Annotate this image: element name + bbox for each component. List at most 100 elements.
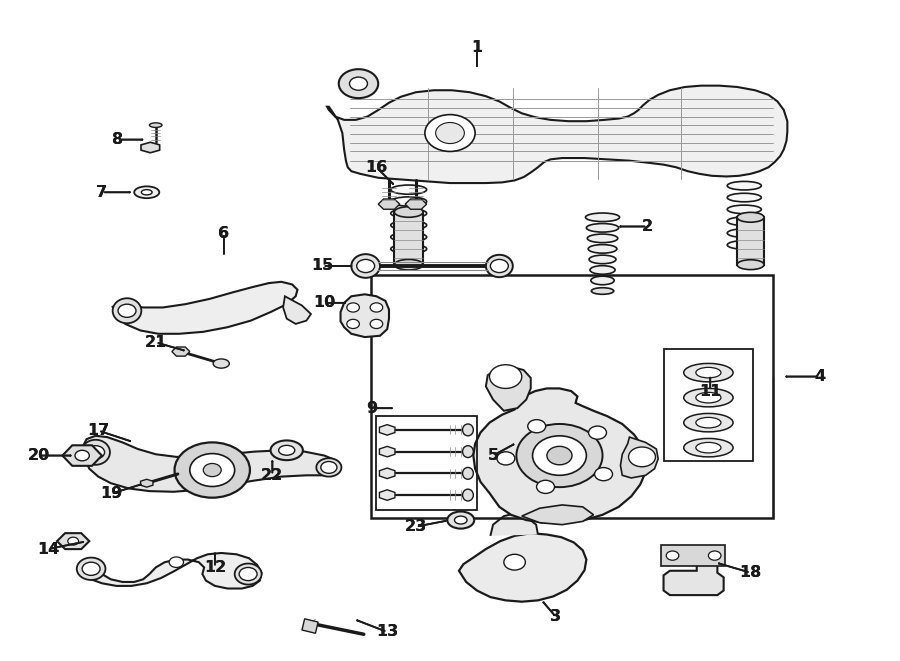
- Text: 11: 11: [699, 383, 721, 399]
- Polygon shape: [340, 294, 389, 337]
- Polygon shape: [380, 424, 395, 435]
- Ellipse shape: [463, 424, 473, 436]
- Polygon shape: [78, 553, 262, 588]
- Circle shape: [68, 537, 78, 545]
- Text: 1: 1: [472, 40, 482, 55]
- Ellipse shape: [391, 245, 427, 253]
- Ellipse shape: [727, 205, 761, 214]
- Text: 17: 17: [87, 423, 110, 438]
- Ellipse shape: [696, 393, 721, 403]
- Ellipse shape: [737, 260, 764, 270]
- Circle shape: [504, 555, 526, 570]
- Text: 15: 15: [311, 258, 334, 274]
- Ellipse shape: [391, 197, 427, 206]
- Text: 4: 4: [814, 369, 825, 384]
- Text: 22: 22: [261, 468, 284, 483]
- Text: 6: 6: [219, 225, 230, 241]
- Ellipse shape: [235, 564, 262, 584]
- Text: 10: 10: [313, 295, 336, 311]
- Circle shape: [370, 319, 382, 329]
- Text: 8: 8: [112, 132, 123, 147]
- Text: 19: 19: [100, 486, 122, 501]
- Ellipse shape: [213, 359, 230, 368]
- Polygon shape: [141, 142, 159, 153]
- Circle shape: [349, 77, 367, 91]
- Ellipse shape: [81, 440, 110, 465]
- Ellipse shape: [391, 221, 427, 230]
- Ellipse shape: [696, 442, 721, 453]
- Circle shape: [628, 447, 655, 467]
- Ellipse shape: [271, 440, 303, 460]
- Text: 8: 8: [112, 132, 123, 147]
- Ellipse shape: [696, 368, 721, 378]
- Ellipse shape: [279, 446, 295, 455]
- Ellipse shape: [590, 266, 615, 274]
- Ellipse shape: [391, 185, 427, 194]
- Bar: [661, 545, 725, 566]
- Text: 3: 3: [550, 609, 562, 625]
- Polygon shape: [380, 490, 395, 500]
- Text: 23: 23: [405, 519, 427, 534]
- Text: 20: 20: [28, 448, 50, 463]
- Polygon shape: [140, 479, 153, 487]
- Ellipse shape: [727, 229, 761, 237]
- Text: 9: 9: [366, 401, 377, 416]
- Ellipse shape: [684, 364, 734, 382]
- Polygon shape: [491, 514, 538, 536]
- Ellipse shape: [351, 254, 380, 278]
- Ellipse shape: [586, 213, 619, 221]
- Polygon shape: [112, 282, 298, 334]
- Text: 13: 13: [376, 625, 399, 639]
- Text: 19: 19: [100, 486, 122, 501]
- Bar: [663, 349, 753, 461]
- Text: 4: 4: [814, 369, 825, 384]
- Text: 11: 11: [699, 383, 721, 399]
- Ellipse shape: [149, 123, 162, 128]
- Circle shape: [82, 563, 100, 575]
- Ellipse shape: [76, 558, 105, 580]
- Circle shape: [346, 319, 359, 329]
- Text: 16: 16: [365, 160, 388, 175]
- Text: 6: 6: [219, 225, 230, 241]
- Text: 3: 3: [550, 609, 562, 625]
- Ellipse shape: [684, 413, 734, 432]
- Text: 5: 5: [488, 448, 499, 463]
- Circle shape: [527, 420, 545, 433]
- Ellipse shape: [463, 467, 473, 479]
- Circle shape: [320, 461, 337, 473]
- Circle shape: [239, 567, 257, 580]
- Ellipse shape: [112, 298, 141, 323]
- Bar: [394, 212, 423, 264]
- Text: 18: 18: [740, 565, 761, 580]
- Circle shape: [75, 450, 89, 461]
- Circle shape: [536, 481, 554, 493]
- Ellipse shape: [737, 212, 764, 222]
- Polygon shape: [459, 533, 587, 602]
- Circle shape: [490, 365, 522, 389]
- Text: 9: 9: [366, 401, 377, 416]
- Circle shape: [346, 303, 359, 312]
- Ellipse shape: [463, 489, 473, 501]
- Ellipse shape: [727, 217, 761, 225]
- Text: 13: 13: [376, 625, 399, 639]
- Polygon shape: [172, 347, 190, 356]
- Ellipse shape: [588, 234, 617, 243]
- Text: 1: 1: [472, 40, 482, 55]
- Text: 17: 17: [87, 423, 110, 438]
- Circle shape: [497, 452, 515, 465]
- Text: 7: 7: [96, 185, 107, 200]
- Ellipse shape: [727, 181, 761, 190]
- Circle shape: [589, 426, 607, 440]
- Polygon shape: [284, 296, 310, 324]
- Ellipse shape: [486, 254, 513, 277]
- Ellipse shape: [391, 209, 427, 218]
- Circle shape: [533, 436, 587, 475]
- Text: 12: 12: [203, 560, 226, 575]
- Circle shape: [86, 446, 104, 459]
- Ellipse shape: [591, 276, 614, 285]
- Ellipse shape: [587, 223, 618, 232]
- Circle shape: [169, 557, 184, 567]
- Ellipse shape: [727, 193, 761, 202]
- Circle shape: [425, 114, 475, 151]
- Text: 12: 12: [203, 560, 226, 575]
